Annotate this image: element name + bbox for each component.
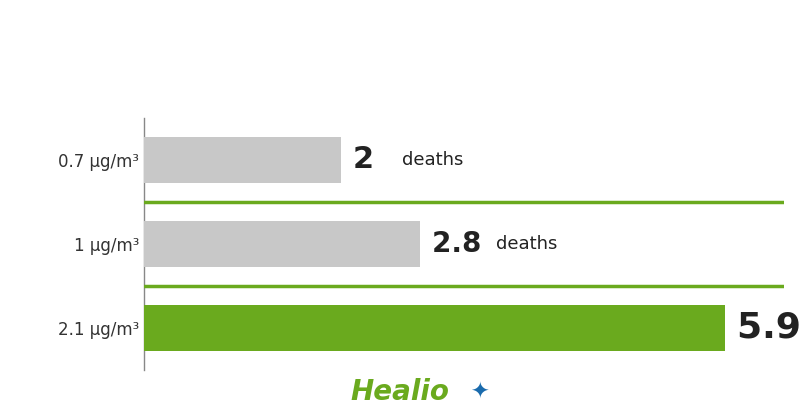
Bar [144,304,725,351]
Text: Number of deaths per year based on: Number of deaths per year based on [170,22,630,42]
Text: 5.9: 5.9 [737,311,800,344]
Bar [144,136,341,183]
Text: deaths: deaths [495,235,557,252]
Text: ✦: ✦ [470,382,488,402]
Text: Healio: Healio [350,378,450,406]
Text: 2: 2 [353,145,385,174]
Text: average coal train PM$_{2.5}$ levels:: average coal train PM$_{2.5}$ levels: [206,70,594,94]
Text: 2.8: 2.8 [431,230,490,257]
Text: deaths: deaths [402,151,463,168]
Bar [144,220,420,267]
